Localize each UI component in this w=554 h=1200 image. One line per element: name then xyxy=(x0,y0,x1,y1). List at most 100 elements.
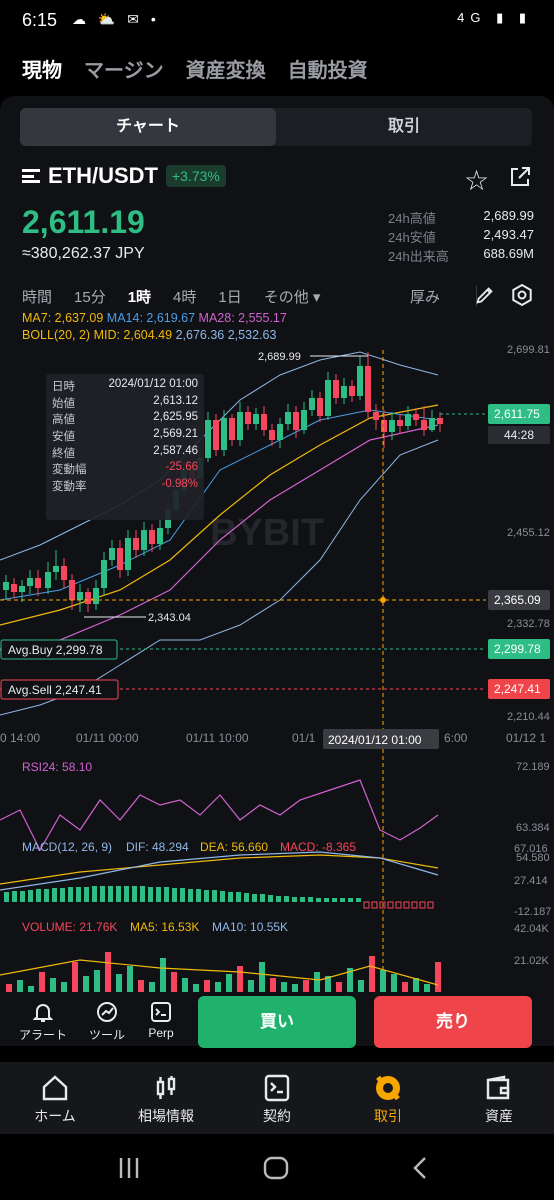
candlestick xyxy=(309,398,315,410)
candlestick xyxy=(157,528,163,544)
macd-bar xyxy=(44,889,49,902)
nav-markets-label: 相場情報 xyxy=(138,1108,194,1124)
tools-button[interactable]: ツール xyxy=(82,992,132,1043)
bell-icon xyxy=(32,1004,54,1022)
share-icon[interactable] xyxy=(508,165,532,189)
status-time: 6:15 xyxy=(22,10,58,30)
boll-mid-value: BOLL(20, 2) MID: 2,604.49 xyxy=(22,328,173,342)
volume-label: MA5: 16.53K xyxy=(130,920,199,934)
timeframe-selector: 時間 15分 1時 4時 1日 その他 ▾ 厚み xyxy=(22,284,532,308)
macd-bar xyxy=(411,901,418,909)
avg-buy-label: Avg.Buy 2,299.78 xyxy=(8,643,103,657)
timeframe-1h[interactable]: 1時 xyxy=(127,288,152,306)
timeframe-4h[interactable]: 4時 xyxy=(173,288,197,306)
volume-bar xyxy=(281,982,287,992)
last-price-tag-box xyxy=(488,404,550,424)
macd-axis-label: -12.187 xyxy=(514,906,551,918)
ma28-value: MA28: 2,555.17 xyxy=(198,311,287,325)
macd-bar xyxy=(188,889,193,902)
tab-spot[interactable]: 現物 xyxy=(22,60,62,82)
home-system-icon[interactable] xyxy=(262,1156,290,1180)
candlestick xyxy=(221,418,227,450)
macd-bar xyxy=(395,901,402,909)
segment-trade[interactable]: 取引 xyxy=(387,118,420,135)
macd-bar xyxy=(332,898,337,902)
buy-button[interactable]: 買い xyxy=(198,996,356,1048)
avg-sell-tag-box xyxy=(488,679,550,699)
macd-bar xyxy=(164,887,169,902)
timeframe-time[interactable]: 時間 xyxy=(22,288,53,306)
perp-button[interactable]: Perp xyxy=(136,992,186,1040)
nav-home[interactable]: ホーム xyxy=(0,1062,110,1126)
volume-bar xyxy=(314,972,320,992)
price-jpy: ≈380,262.37 JPY xyxy=(22,245,145,262)
pair-name[interactable]: ETH/USDT xyxy=(48,163,158,188)
alert-button[interactable]: アラート xyxy=(18,992,68,1043)
price-axis-label: 2,210.44 xyxy=(507,711,550,723)
macd-bar xyxy=(20,891,25,902)
tab-convert[interactable]: 資産変換 xyxy=(185,60,266,82)
stat-label: 24h出来高 xyxy=(388,249,449,264)
volume-bar xyxy=(270,978,276,992)
pair-menu-icon[interactable] xyxy=(22,169,40,183)
candlestick xyxy=(109,548,115,560)
tools-label: ツール xyxy=(88,1028,125,1042)
macd-bar xyxy=(284,896,289,902)
recent-apps-icon[interactable] xyxy=(118,1156,140,1180)
back-icon[interactable] xyxy=(410,1156,430,1180)
favorite-star-icon[interactable]: ☆ xyxy=(464,165,490,196)
time-axis-label: 6:00 xyxy=(444,731,468,745)
price-axis-label: 2,332.78 xyxy=(507,618,550,630)
tab-auto-invest[interactable]: 自動投資 xyxy=(287,60,368,82)
macd-bar xyxy=(116,886,121,902)
depth-button[interactable]: 厚み xyxy=(410,288,441,306)
volume-bar xyxy=(347,968,353,992)
candlestick xyxy=(213,420,219,450)
macd-bar xyxy=(36,889,41,902)
macd-bar xyxy=(292,897,297,902)
tooltip-key: 安値 xyxy=(52,431,75,444)
macd-dif-line xyxy=(0,851,439,891)
rsi-axis-label: 54.580 xyxy=(516,852,550,864)
avg-sell-box xyxy=(0,679,119,700)
price-chart[interactable]: BYBIT 2,689.99 2,343.04 Avg.Buy 2,299.78 Avg… xyxy=(0,340,554,992)
sell-button[interactable]: 売り xyxy=(374,996,532,1048)
macd-bar xyxy=(348,898,353,902)
countdown-label: 44:28 xyxy=(504,428,534,442)
nav-trade[interactable]: 取引 xyxy=(333,1062,443,1126)
candlestick xyxy=(397,420,403,426)
candlestick xyxy=(237,412,243,440)
nav-markets[interactable]: 相場情報 xyxy=(111,1062,221,1126)
candlestick xyxy=(325,380,331,416)
macd-label: DEA: 56.660 xyxy=(200,840,268,854)
timeframe-1d[interactable]: 1日 xyxy=(218,288,242,306)
tooltip-key: 日時 xyxy=(52,381,75,393)
macd-bar xyxy=(132,886,137,902)
settings-icon[interactable] xyxy=(510,283,534,307)
bottom-navigation: ホーム 相場情報 契約 取引 資産 xyxy=(0,1062,554,1134)
24h-stats: 24h高値 2,689.99 24h安値 2,493.47 24h出来高 688.69… xyxy=(388,208,534,265)
macd-axis-label: 27.414 xyxy=(514,875,548,887)
macd-bar xyxy=(28,890,33,902)
macd-bar xyxy=(260,894,265,902)
trading-mode-tabs: 現物 マージン 資産変換 自動投資 xyxy=(22,54,368,86)
candlestick xyxy=(269,430,275,440)
nav-assets[interactable]: 資産 xyxy=(444,1062,554,1126)
crosshair-date-box xyxy=(323,729,439,749)
candlestick xyxy=(421,420,427,430)
macd-bar xyxy=(268,895,273,902)
tab-margin[interactable]: マージン xyxy=(84,60,164,82)
candlestick xyxy=(429,418,435,430)
pair-header[interactable]: ETH/USDT +3.73% xyxy=(22,162,226,190)
segment-chart[interactable]: チャート xyxy=(20,108,276,146)
macd-bar xyxy=(244,893,249,902)
nav-derivatives[interactable]: 契約 xyxy=(222,1062,332,1126)
boll-upper-value: 2,676.36 xyxy=(175,328,225,342)
candlestick xyxy=(35,578,41,588)
nav-derivatives-label: 契約 xyxy=(263,1108,291,1124)
timeframe-15m[interactable]: 15分 xyxy=(74,288,106,306)
volume-bar xyxy=(303,980,309,992)
volume-bar xyxy=(204,980,210,992)
pencil-icon[interactable] xyxy=(474,284,496,306)
timeframe-more[interactable]: その他 ▾ xyxy=(263,288,321,306)
